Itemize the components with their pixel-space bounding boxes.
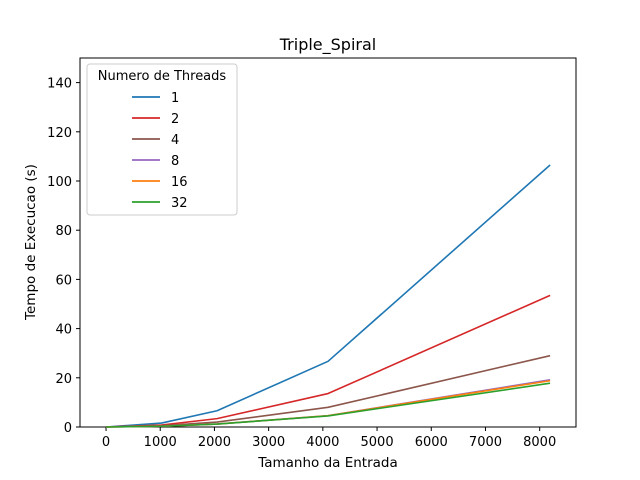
x-tick-label: 1000 xyxy=(144,435,177,450)
legend-entry-8: 8 xyxy=(171,154,179,169)
y-tick-label: 140 xyxy=(47,77,72,92)
plot-area xyxy=(79,57,577,428)
x-tick-label: 5000 xyxy=(361,435,394,450)
x-tick-label: 4000 xyxy=(306,435,339,450)
x-tick-label: 6000 xyxy=(415,435,448,450)
series-line-1 xyxy=(105,164,551,428)
legend-entry-2: 2 xyxy=(171,112,179,127)
legend-entry-32: 32 xyxy=(171,196,188,211)
x-axis: 0 1000 2000 3000 4000 5000 6000 7000 8000 xyxy=(102,427,556,450)
y-tick-label: 100 xyxy=(47,175,72,190)
x-tick-label: 3000 xyxy=(252,435,285,450)
y-tick-label: 80 xyxy=(55,224,72,239)
legend-title: Numero de Threads xyxy=(98,69,227,84)
y-tick-label: 20 xyxy=(55,372,72,387)
legend-entry-4: 4 xyxy=(171,133,179,148)
y-axis-label: Tempo de Execucao (s) xyxy=(23,164,39,321)
series-line-32 xyxy=(106,382,551,428)
legend: Numero de Threads 1 2 4 8 16 32 xyxy=(86,63,238,216)
y-tick-label: 0 xyxy=(64,421,72,436)
chart-title: Triple_Spiral xyxy=(279,35,376,55)
legend-box xyxy=(86,63,238,216)
y-tick-label: 60 xyxy=(55,273,72,288)
x-tick-label: 7000 xyxy=(469,435,502,450)
legend-entry-1: 1 xyxy=(171,91,179,106)
x-tick-label: 0 xyxy=(102,435,110,450)
y-tick-label: 40 xyxy=(55,323,72,338)
x-tick-label: 2000 xyxy=(198,435,231,450)
y-tick-label: 120 xyxy=(47,126,72,141)
x-tick-label: 8000 xyxy=(523,435,556,450)
plot-frame xyxy=(79,57,577,428)
y-axis: 0 20 40 60 80 100 120 140 xyxy=(47,77,80,436)
x-axis-label: Tamanho da Entrada xyxy=(257,455,398,471)
series-lines xyxy=(105,164,551,428)
legend-entry-16: 16 xyxy=(171,175,188,190)
